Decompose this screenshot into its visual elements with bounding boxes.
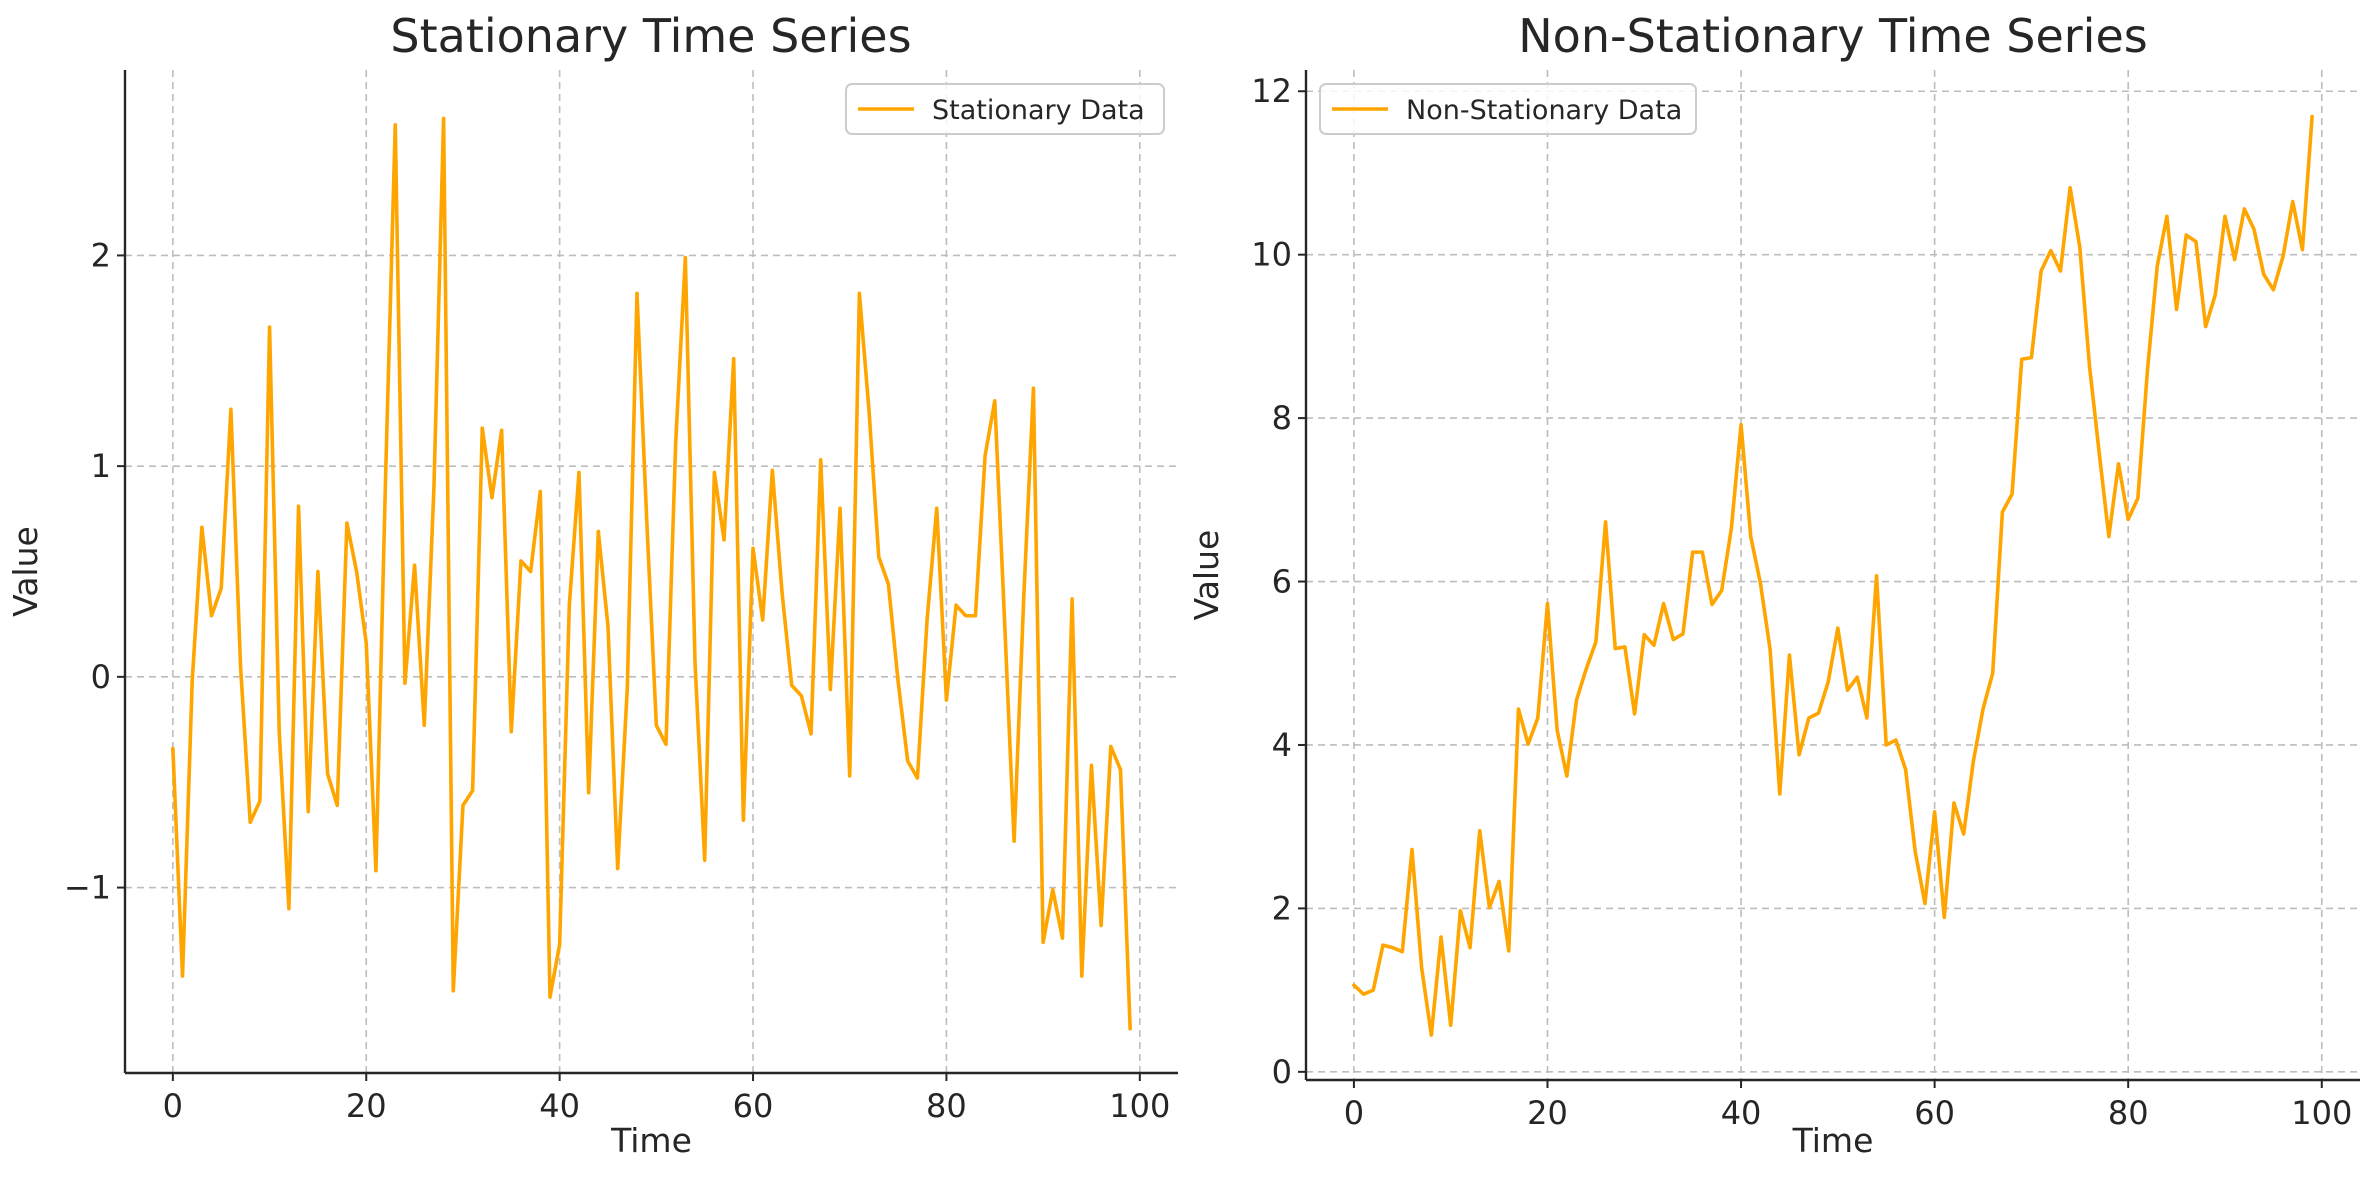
stationary-x-tick-label-0: 0 [163,1087,183,1125]
stationary-x-tick-label-2: 40 [539,1087,580,1125]
non-stationary-y-tick-label-1: 2 [1272,889,1292,927]
non-stationary-chart-panel: 0 20 40 60 80 100 0 2 4 6 8 10 12 Non-Stationary Tim… [1187,9,2360,1160]
non-stationary-axes [1304,70,2360,1082]
stationary-x-tick-label-1: 20 [346,1087,387,1125]
non-stationary-y-tick-label-6: 12 [1251,72,1292,110]
stationary-legend-label: Stationary Data [932,95,1145,126]
stationary-axes [123,70,1178,1075]
stationary-grid [125,70,1178,1073]
non-stationary-y-tick-label-3: 6 [1272,563,1292,601]
non-stationary-x-axis-label: Time [1792,1121,1874,1160]
non-stationary-legend-label: Non-Stationary Data [1406,95,1682,126]
stationary-y-tick-label-3: 2 [91,236,111,274]
non-stationary-x-tick-label-0: 0 [1344,1094,1364,1132]
stationary-series-layer [171,116,1132,1031]
stationary-y-tick-label-0: −1 [64,869,111,907]
non-stationary-ticks: 0 20 40 60 80 100 0 2 4 6 8 10 12 [1251,72,2352,1132]
stationary-x-tick-label-3: 60 [733,1087,774,1125]
non-stationary-y-tick-label-5: 10 [1251,236,1292,274]
stationary-chart-panel: 0 20 40 60 80 100 −1 0 1 2 Stationary Time Series… [6,9,1178,1160]
stationary-x-tick-label-4: 80 [926,1087,967,1125]
stationary-y-tick-label-1: 0 [91,658,111,696]
stationary-ticks: 0 20 40 60 80 100 −1 0 1 2 [64,236,1171,1125]
stationary-legend-frame [845,83,1165,135]
non-stationary-series-line-0 [1352,114,2314,1037]
stationary-series-line-0 [171,116,1132,1031]
non-stationary-legend-frame [1319,83,1697,135]
stationary-chart-title: Stationary Time Series [390,9,911,63]
non-stationary-x-tick-label-2: 40 [1721,1094,1762,1132]
stationary-x-tick-label-5: 100 [1109,1087,1170,1125]
stationary-y-tick-label-2: 1 [91,447,111,485]
non-stationary-legend: Non-Stationary Data [1319,83,1697,135]
non-stationary-x-tick-label-1: 20 [1527,1094,1568,1132]
stationary-x-axis-label: Time [610,1121,692,1160]
non-stationary-x-tick-label-3: 60 [1914,1094,1955,1132]
non-stationary-y-tick-label-4: 8 [1272,399,1292,437]
non-stationary-y-axis-label: Value [1187,530,1226,621]
non-stationary-chart-title: Non-Stationary Time Series [1518,9,2147,63]
non-stationary-y-tick-label-2: 4 [1272,726,1292,764]
non-stationary-x-tick-label-5: 100 [2291,1094,2352,1132]
non-stationary-series-layer [1352,114,2314,1037]
non-stationary-grid [1306,70,2360,1080]
stationary-y-axis-label: Value [6,526,45,617]
non-stationary-x-tick-label-4: 80 [2108,1094,2149,1132]
stationary-legend: Stationary Data [845,83,1165,135]
non-stationary-y-tick-label-0: 0 [1272,1053,1292,1091]
